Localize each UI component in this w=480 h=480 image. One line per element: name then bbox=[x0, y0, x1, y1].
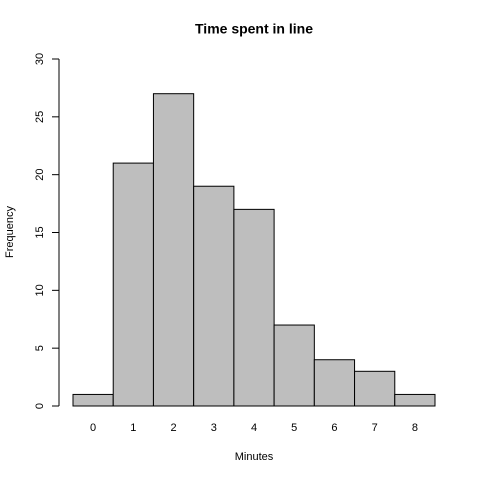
y-tick-label: 10 bbox=[34, 284, 46, 296]
x-tick-label: 0 bbox=[90, 422, 96, 434]
y-tick-label: 25 bbox=[34, 111, 46, 123]
x-tick-label: 1 bbox=[130, 422, 136, 434]
x-tick-label: 2 bbox=[170, 422, 176, 434]
x-tick-label: 8 bbox=[412, 422, 418, 434]
y-tick-label: 15 bbox=[34, 226, 46, 238]
bar bbox=[233, 208, 275, 407]
bar bbox=[354, 370, 396, 407]
y-tick-label: 20 bbox=[34, 169, 46, 181]
y-tick-label: 5 bbox=[34, 345, 46, 351]
bar bbox=[193, 185, 235, 407]
y-tick-label: 30 bbox=[34, 53, 46, 65]
bar bbox=[72, 393, 114, 407]
y-tick-label: 0 bbox=[34, 403, 46, 409]
bar bbox=[152, 93, 195, 407]
bar bbox=[273, 324, 315, 407]
chart-title: Time spent in line bbox=[195, 21, 313, 37]
x-tick-label: 3 bbox=[211, 422, 217, 434]
bar bbox=[112, 162, 154, 407]
x-tick-label: 4 bbox=[251, 422, 257, 434]
x-tick-label: 7 bbox=[372, 422, 378, 434]
y-axis-label: Frequency bbox=[4, 206, 16, 258]
x-tick-label: 5 bbox=[291, 422, 297, 434]
bar bbox=[313, 359, 356, 407]
x-tick-label: 6 bbox=[331, 422, 337, 434]
x-axis-label: Minutes bbox=[235, 451, 274, 463]
bar bbox=[394, 393, 436, 407]
